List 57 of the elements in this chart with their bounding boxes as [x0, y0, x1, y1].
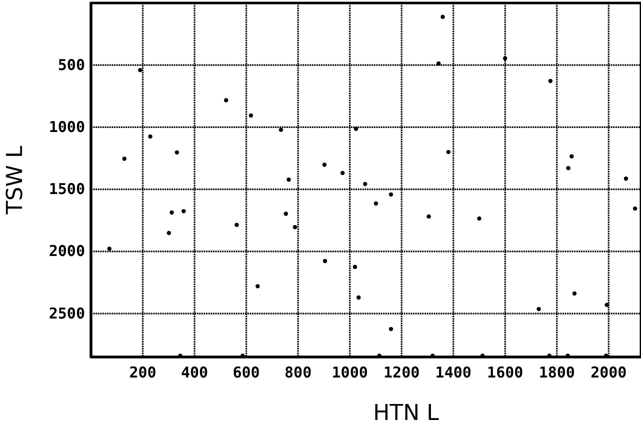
point	[286, 178, 291, 182]
point	[426, 214, 431, 219]
point	[374, 201, 378, 206]
point	[570, 154, 574, 159]
point	[352, 264, 358, 270]
y-tick-label: 2500	[48, 304, 85, 322]
x-tick-label: 1000	[332, 364, 368, 382]
x-tick-label: 400	[180, 364, 208, 382]
y-tick-label: 1000	[48, 118, 85, 136]
point	[354, 126, 358, 131]
point	[440, 14, 445, 20]
point	[604, 302, 609, 307]
point	[388, 192, 394, 197]
point	[122, 156, 126, 161]
point	[362, 182, 368, 186]
x-tick-label: 600	[232, 364, 260, 382]
y-tick-label: 1500	[48, 180, 85, 198]
point	[322, 162, 327, 167]
point	[477, 216, 482, 221]
point	[624, 176, 628, 181]
point	[182, 209, 186, 214]
point	[148, 134, 152, 139]
y-tick-label: 2000	[48, 242, 85, 260]
point	[503, 56, 508, 61]
point	[256, 284, 260, 288]
point	[322, 258, 328, 264]
x-tick-label: 1600	[487, 364, 524, 382]
x-tick-label: 200	[129, 364, 156, 382]
x-tick-label: 1400	[435, 364, 472, 382]
point	[138, 68, 142, 72]
point	[170, 210, 174, 215]
point	[278, 128, 284, 132]
point	[340, 170, 345, 176]
x-tick-label: 1200	[384, 364, 420, 382]
y-tick-label: 500	[58, 56, 85, 74]
point	[224, 98, 228, 102]
point	[234, 222, 239, 227]
point	[107, 246, 112, 251]
x-axis-title: HTN L	[373, 401, 440, 426]
point	[284, 212, 288, 216]
point	[388, 326, 394, 332]
x-tick-label: 2000	[590, 364, 627, 382]
point	[174, 150, 180, 155]
point	[356, 295, 361, 300]
point	[292, 224, 298, 230]
point	[548, 78, 553, 84]
x-tick-label: 1800	[538, 364, 575, 382]
point	[572, 291, 577, 296]
point	[566, 166, 570, 170]
point	[436, 61, 441, 66]
y-axis-title: TSW L	[3, 145, 28, 216]
point	[166, 230, 172, 236]
point	[446, 150, 451, 154]
x-tick-label: 800	[284, 364, 312, 382]
point	[536, 306, 541, 312]
point	[632, 206, 638, 211]
point	[248, 113, 254, 118]
